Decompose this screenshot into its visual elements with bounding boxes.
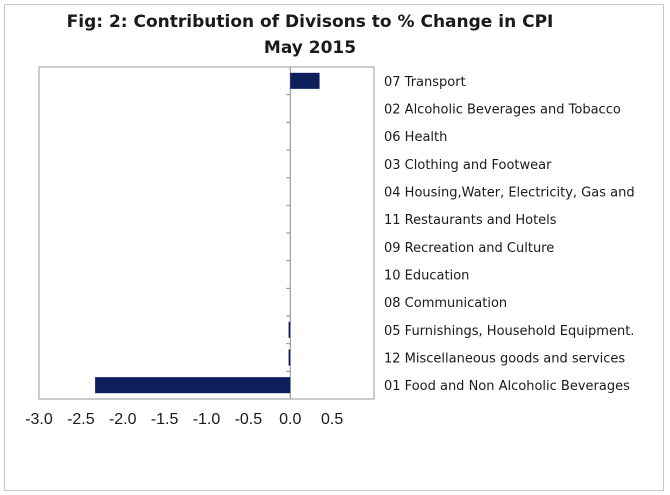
category-label: 04 Housing,Water, Electricity, Gas and (384, 186, 635, 201)
x-tick-label: 0.0 (279, 411, 301, 428)
chart-subtitle: May 2015 (263, 38, 357, 58)
x-tick-label: -0.5 (235, 411, 263, 428)
bar (288, 349, 291, 366)
category-label: 03 Clothing and Footwear (384, 158, 552, 173)
x-tick-label: 0.5 (321, 411, 343, 428)
x-tick-label: -1.0 (193, 411, 221, 428)
category-label: 10 Education (384, 269, 469, 284)
category-label: 01 Food and Non Alcoholic Beverages (384, 379, 630, 394)
category-label: 05 Furnishings, Household Equipment. (384, 324, 634, 339)
x-tick-label: -3.0 (25, 411, 53, 428)
x-tick-label: -2.5 (67, 411, 95, 428)
category-label: 08 Communication (384, 296, 507, 311)
plot-area (38, 66, 375, 400)
bar (288, 321, 291, 338)
category-label: 07 Transport (384, 75, 466, 90)
chart-frame (4, 4, 664, 491)
category-label: 09 Recreation and Culture (384, 241, 554, 256)
chart-title: Fig: 2: Contribution of Divisons to % Ch… (66, 12, 554, 32)
bar (95, 377, 291, 394)
bar (290, 72, 320, 89)
x-tick-label: -1.5 (151, 411, 179, 428)
category-label: 02 Alcoholic Beverages and Tobacco (384, 103, 621, 118)
category-label: 11 Restaurants and Hotels (384, 213, 557, 228)
category-label: 06 Health (384, 130, 447, 145)
category-label: 12 Miscellaneous goods and services (384, 352, 625, 367)
x-tick-label: -2.0 (109, 411, 137, 428)
